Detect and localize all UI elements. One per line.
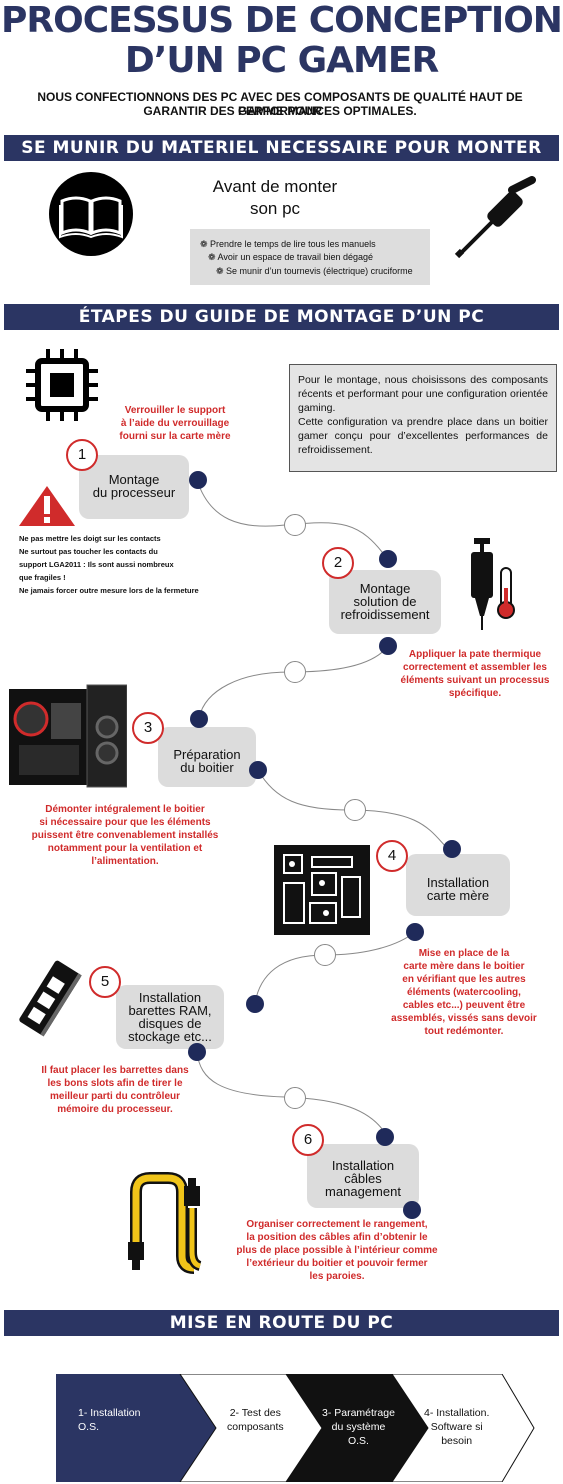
step-3-note: Démonter intégralement le boitier si néce… xyxy=(31,804,219,867)
process-chevrons xyxy=(56,1374,535,1482)
warning-icon xyxy=(19,486,75,526)
config-note: Pour le montage, nous choisissons des co… xyxy=(289,364,557,472)
step-3-number: 3 xyxy=(132,712,164,744)
path-dot xyxy=(403,1201,421,1219)
page-title: PROCESSUS DE CONCEPTION xyxy=(1,0,563,41)
section-title-etapes: ÉTAPES DU GUIDE DE MONTAGE D’UN PC xyxy=(4,304,559,330)
step-2-number: 2 xyxy=(322,547,354,579)
step-3-box: Préparation du boitier xyxy=(158,727,256,787)
path-dot xyxy=(379,550,397,568)
step-4-note: Mise en place de la carte mère dans le bo… xyxy=(391,948,537,1037)
intro-line-1: NOUS CONFECTIONNONS DES PC AVEC DES COMP… xyxy=(37,90,523,118)
step-2-box: Montage solution de refroidissement xyxy=(329,570,441,634)
before-title-line-2: son pc xyxy=(249,199,301,218)
warning-text: Ne pas mettre les doigt sur les contacts… xyxy=(19,534,199,595)
path-node xyxy=(284,661,306,683)
path-dot xyxy=(379,637,397,655)
step-6-box: Installation câbles management xyxy=(307,1144,419,1208)
path-dot xyxy=(246,995,264,1013)
step-5-note: Il faut placer les barrettes dans les bon… xyxy=(41,1065,189,1115)
path-dot xyxy=(189,471,207,489)
intro-line-2: GARANTIR DES PERFORMANCES OPTIMALES. xyxy=(143,104,417,118)
cpu-icon xyxy=(26,349,98,421)
ram-icon xyxy=(19,960,82,1037)
section-title-mise-en-route: MISE EN ROUTE DU PC xyxy=(4,1310,559,1336)
step-2-note: Appliquer la pate thermique correctement … xyxy=(400,649,550,699)
screwdriver-icon xyxy=(454,176,536,259)
step-1-note: Verrouiller le support à l’aide du verrou… xyxy=(119,405,231,442)
thermal-paste-icon xyxy=(471,538,515,630)
section-title-materiel: SE MUNIR DU MATERIEL NECESSAIRE POUR MON… xyxy=(4,135,559,184)
stage-4: 4- Installation. Software si besoin xyxy=(424,1407,490,1447)
path-node xyxy=(344,799,366,821)
tip-3: ❁ Se munir d’un tournevis (électrique) c… xyxy=(216,266,413,276)
config-note-line-1: Pour le montage, nous choisissons des co… xyxy=(298,374,548,414)
config-note-line-2: Cette configuration va prendre place dan… xyxy=(298,416,548,456)
path-dot xyxy=(376,1128,394,1146)
step-6-note: Organiser correctement le rangement, la p… xyxy=(236,1219,438,1282)
page-subtitle: D’UN PC GAMER xyxy=(124,40,439,81)
step-1-box: Montage du processeur xyxy=(79,455,189,519)
motherboard-icon xyxy=(274,845,370,935)
path-dot xyxy=(443,840,461,858)
pc-case-icon xyxy=(9,684,127,788)
step-4-number: 4 xyxy=(376,840,408,872)
stage-2: 2- Test des composants xyxy=(227,1407,284,1433)
path-dot xyxy=(190,710,208,728)
tip-2: ❁ Avoir un espace de travail bien dégagé xyxy=(208,252,373,262)
stage-3: 3- Paramétrage du système O.S. xyxy=(322,1407,395,1447)
step-1-number: 1 xyxy=(66,439,98,471)
path-node xyxy=(284,514,306,536)
path-dot xyxy=(406,923,424,941)
book-icon xyxy=(49,172,133,256)
step-5-number: 5 xyxy=(89,966,121,998)
tip-1: ❁ Prendre le temps de lire tous les manu… xyxy=(200,239,376,249)
before-title-line-1: Avant de monter xyxy=(212,177,338,196)
tips-box: ❁ Prendre le temps de lire tous les manu… xyxy=(190,229,430,285)
path-node xyxy=(284,1087,306,1109)
stage-1: 1- Installation O.S. xyxy=(78,1407,141,1433)
cable-icon xyxy=(128,1172,202,1274)
step-4-box: Installation carte mère xyxy=(406,854,510,916)
step-6-number: 6 xyxy=(292,1124,324,1156)
path-node xyxy=(314,944,336,966)
step-5-box: Installation barettes RAM, disques de stock… xyxy=(116,985,224,1049)
path-dot xyxy=(249,761,267,779)
path-dot xyxy=(188,1043,206,1061)
